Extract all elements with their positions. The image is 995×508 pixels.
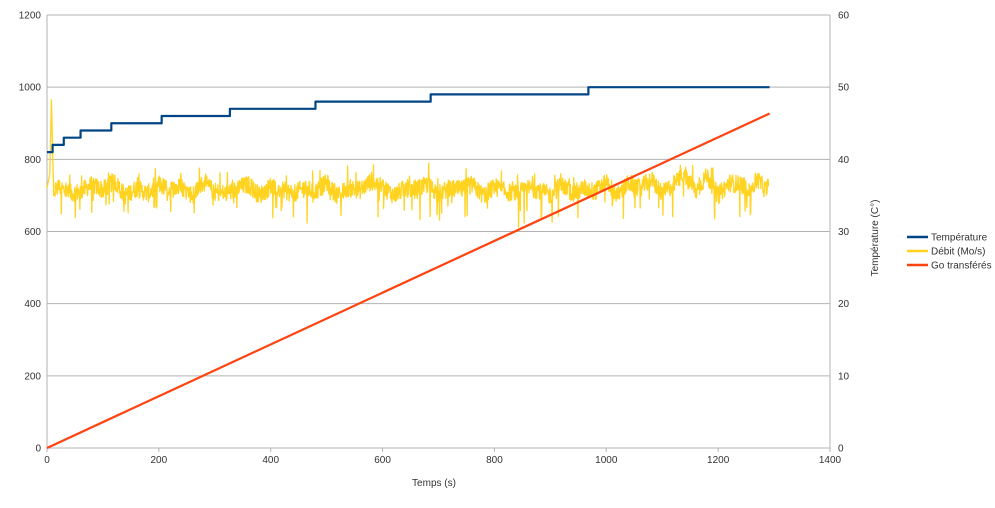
legend: Température Débit (Mo/s) Go transférés: [907, 233, 992, 272]
y-tick-label: 600: [24, 227, 41, 238]
y-tick-label: 1200: [19, 11, 42, 22]
legend-label: Température: [931, 233, 988, 244]
legend-label: Go transférés: [931, 261, 992, 272]
grid-layer: [47, 14, 830, 449]
series-line-0: [47, 86, 770, 154]
y2-tick-label: 40: [838, 155, 850, 166]
x-tick-label: 1200: [707, 455, 730, 466]
series-line-2: [46, 112, 771, 449]
x-axis-title: Temps (s): [412, 478, 456, 489]
y-tick-label: 200: [24, 371, 41, 382]
y2-axis-title: Température (C°): [870, 200, 881, 277]
y2-tick-label: 10: [838, 371, 850, 382]
x-tick-label: 200: [151, 455, 168, 466]
legend-label: Débit (Mo/s): [931, 247, 985, 258]
y2-tick-label: 30: [838, 227, 850, 238]
series-layer: [46, 86, 771, 449]
y-tick-label: 400: [24, 299, 41, 310]
x-tick-label: 600: [374, 455, 391, 466]
y2-tick-label: 50: [838, 83, 850, 94]
x-tick-label: 1400: [819, 455, 842, 466]
x-tick-label: 800: [486, 455, 503, 466]
y-tick-label: 0: [35, 444, 41, 455]
x-tick-label: 1000: [595, 455, 618, 466]
y2-tick-label: 0: [838, 444, 844, 455]
y2-tick-label: 60: [838, 11, 850, 22]
y2-tick-label: 20: [838, 299, 850, 310]
y-tick-label: 800: [24, 155, 41, 166]
series-line-1: [46, 99, 770, 228]
x-tick-label: 0: [44, 455, 50, 466]
x-tick-label: 400: [262, 455, 279, 466]
y-tick-label: 1000: [19, 83, 42, 94]
